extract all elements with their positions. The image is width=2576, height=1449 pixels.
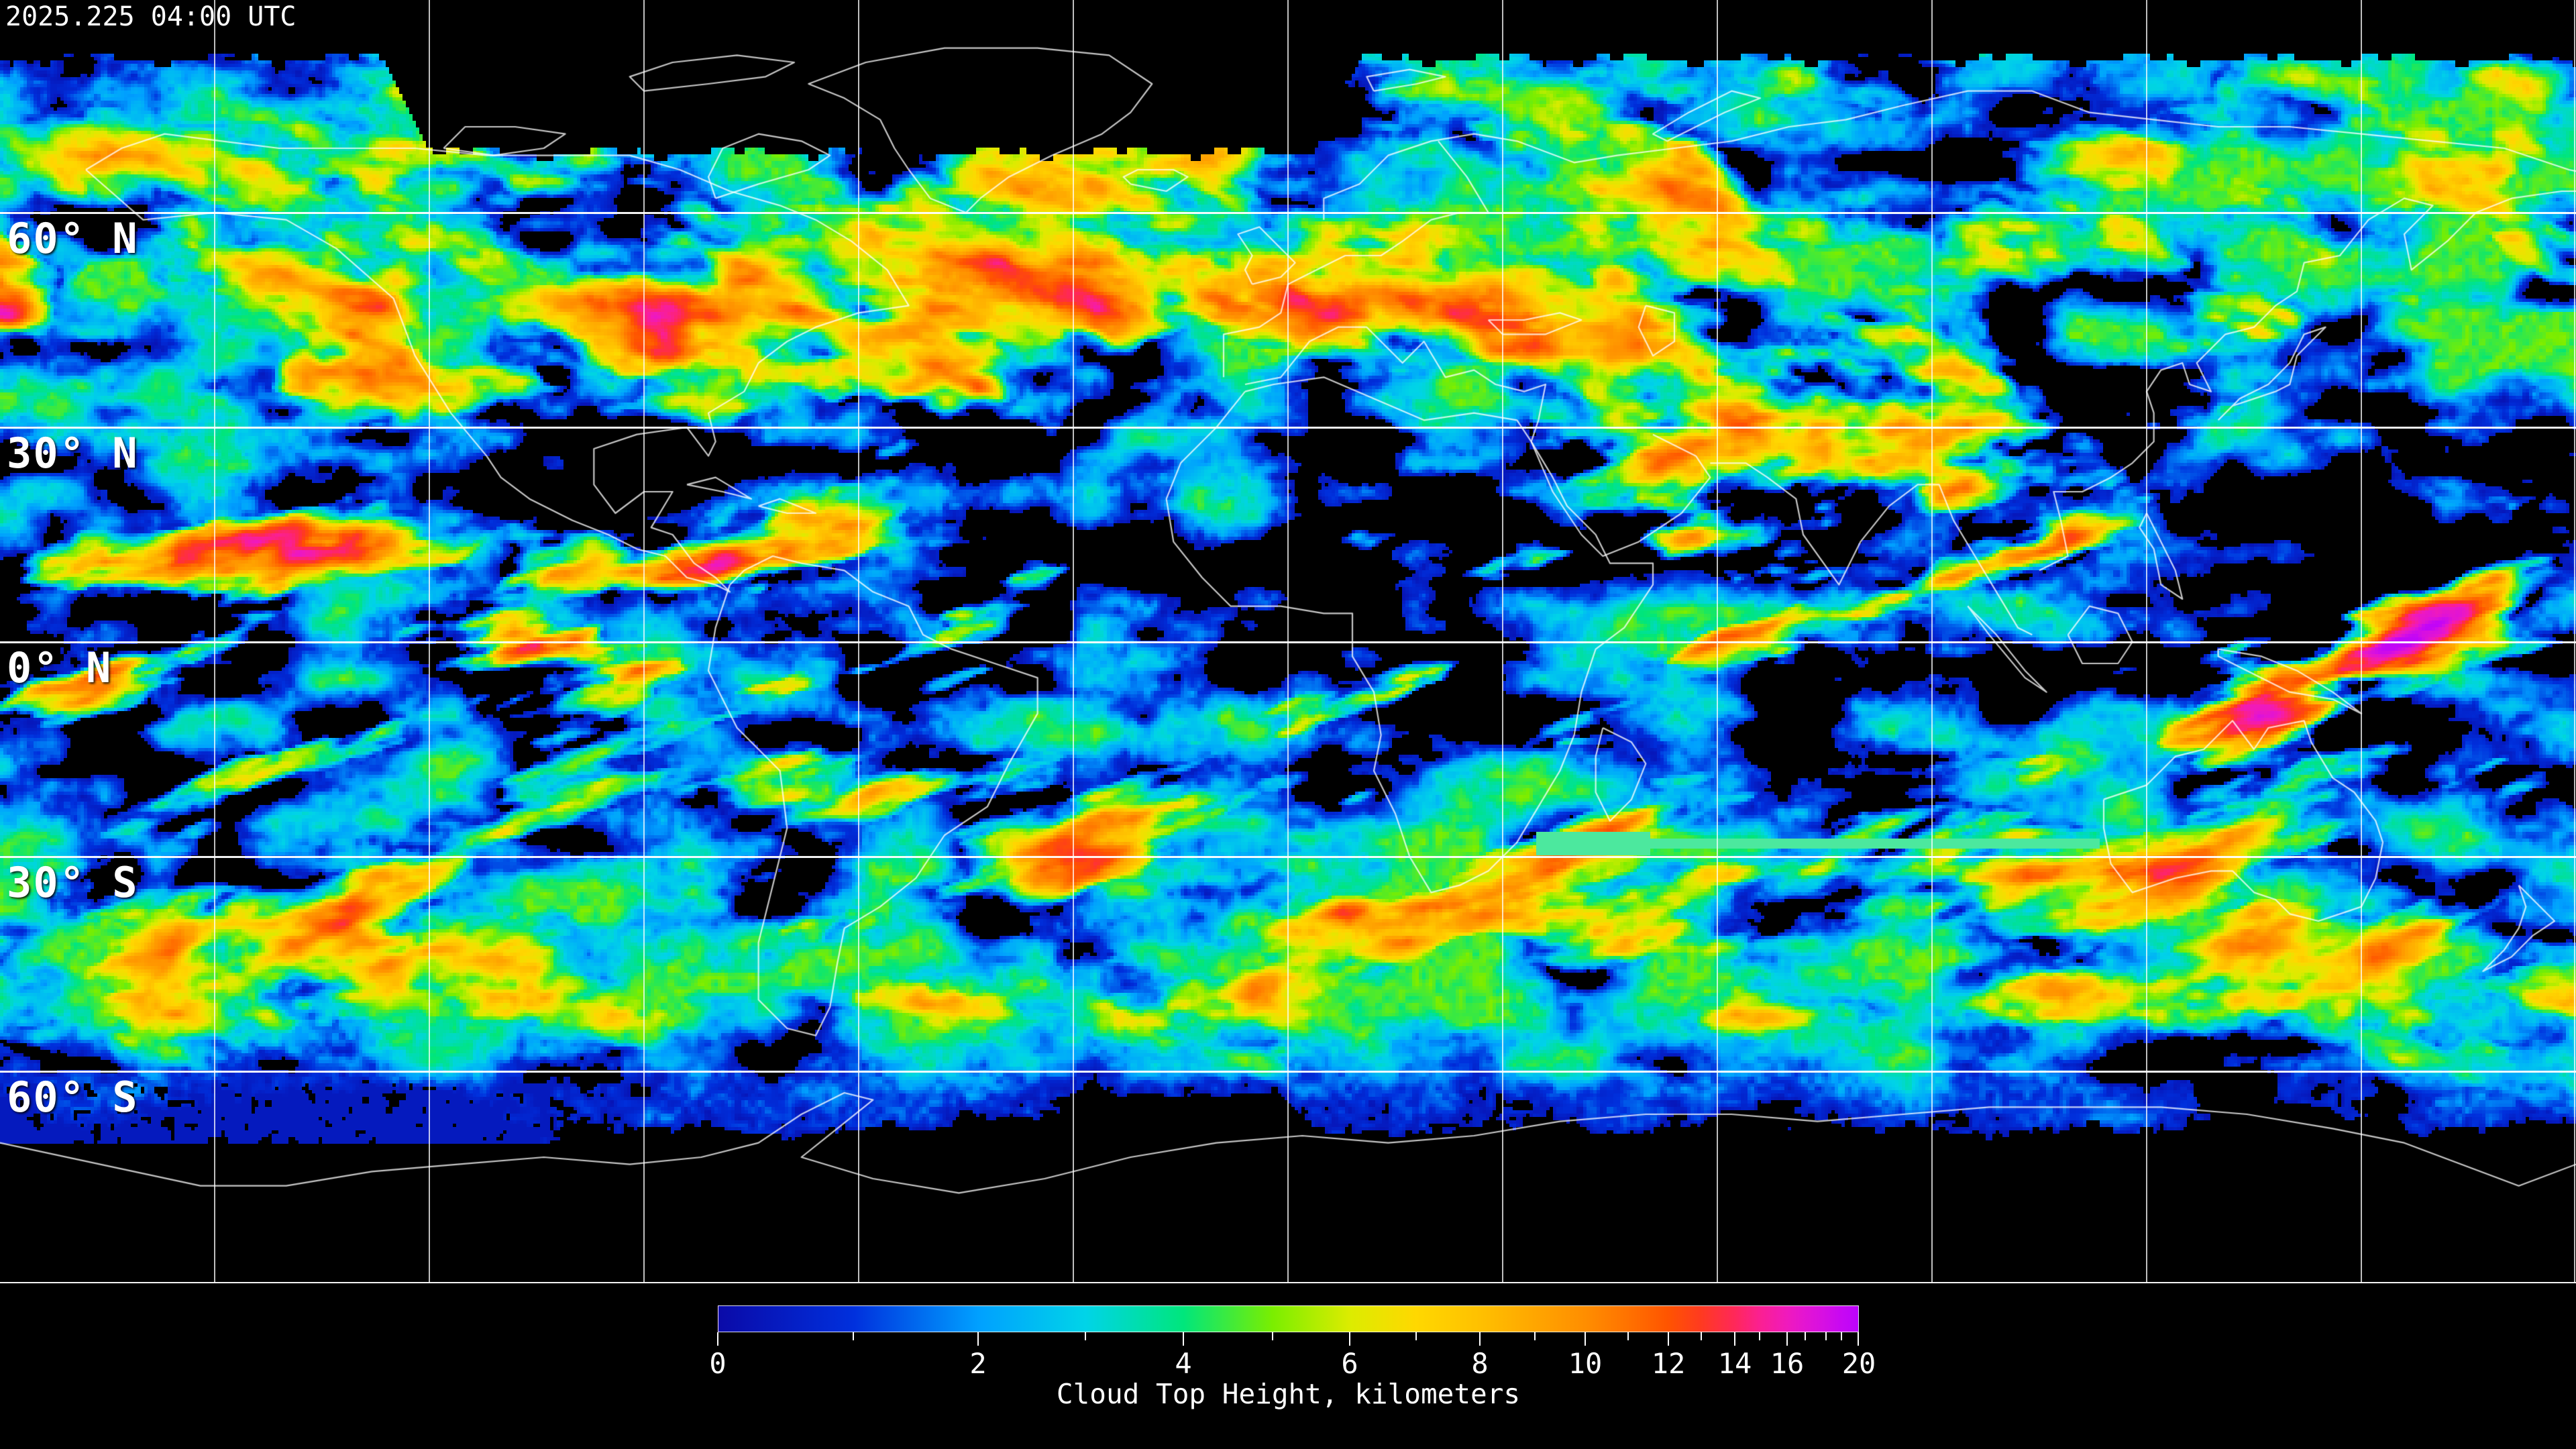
colorbar-tick-label: 16 <box>1770 1347 1805 1380</box>
colorbar-tick-label: 10 <box>1568 1347 1603 1380</box>
colorbar-tick-label: 8 <box>1471 1347 1489 1380</box>
latitude-label: 30° N <box>7 429 139 478</box>
colorbar-caption: Cloud Top Height, kilometers <box>1056 1378 1521 1410</box>
colorbar-tick <box>1085 1332 1086 1340</box>
colorbar-tick <box>1534 1332 1536 1340</box>
colorbar-tick <box>1759 1332 1760 1340</box>
colorbar-tick <box>1627 1332 1629 1340</box>
latitude-label: 60° S <box>7 1073 139 1122</box>
gridline-latitude <box>0 212 2576 214</box>
gridline-latitude <box>0 641 2576 643</box>
colorbar-tick <box>977 1332 979 1346</box>
colorbar-tick <box>1858 1332 1859 1346</box>
colorbar-tick <box>1841 1332 1842 1340</box>
colorbar-tick-label: 14 <box>1717 1347 1752 1380</box>
colorbar-tick <box>1585 1332 1586 1346</box>
colorbar-tick-label: 6 <box>1341 1347 1358 1380</box>
colorbar-tick <box>717 1332 718 1346</box>
colorbar-tick <box>1479 1332 1481 1346</box>
colorbar-tick-label: 12 <box>1651 1347 1686 1380</box>
colorbar-tick <box>1805 1332 1806 1340</box>
latitude-label-layer: 60° N 30° N 0° N 30° S 60° S <box>7 214 139 1122</box>
colorbar-tick <box>1668 1332 1669 1346</box>
colorbar-tick <box>1349 1332 1350 1346</box>
colorbar-tick-label: 20 <box>1841 1347 1876 1380</box>
colorbar-tick-label: 2 <box>969 1347 987 1380</box>
graticule-layer <box>0 0 2576 1283</box>
latitude-label: 60° N <box>7 214 139 263</box>
colorbar-tick-label: 0 <box>709 1347 727 1380</box>
latitude-label: 30° S <box>7 858 139 907</box>
timestamp: 2025.225 04:00 UTC <box>5 1 297 32</box>
gridline-latitude <box>0 1071 2576 1073</box>
colorbar-tick <box>1825 1332 1827 1340</box>
colorbar: 0 2 4 6 8 10 12 14 16 20 Cloud Top Height, kilome… <box>709 1305 1876 1408</box>
colorbar-tick <box>1734 1332 1735 1346</box>
colorbar-tick <box>853 1332 854 1340</box>
gridline-latitude <box>0 427 2576 429</box>
colorbar-tick <box>1415 1332 1417 1340</box>
colorbar-tick <box>1183 1332 1184 1346</box>
colorbar-tick-label: 4 <box>1175 1347 1192 1380</box>
latitude-label: 0° N <box>7 643 113 692</box>
colorbar-tick <box>1701 1332 1702 1340</box>
colorbar-tick <box>1786 1332 1788 1346</box>
colorbar-tick <box>1272 1332 1273 1340</box>
gridline-latitude <box>0 856 2576 858</box>
map-bottom-border <box>0 1282 2576 1283</box>
colorbar-gradient <box>718 1305 1859 1332</box>
